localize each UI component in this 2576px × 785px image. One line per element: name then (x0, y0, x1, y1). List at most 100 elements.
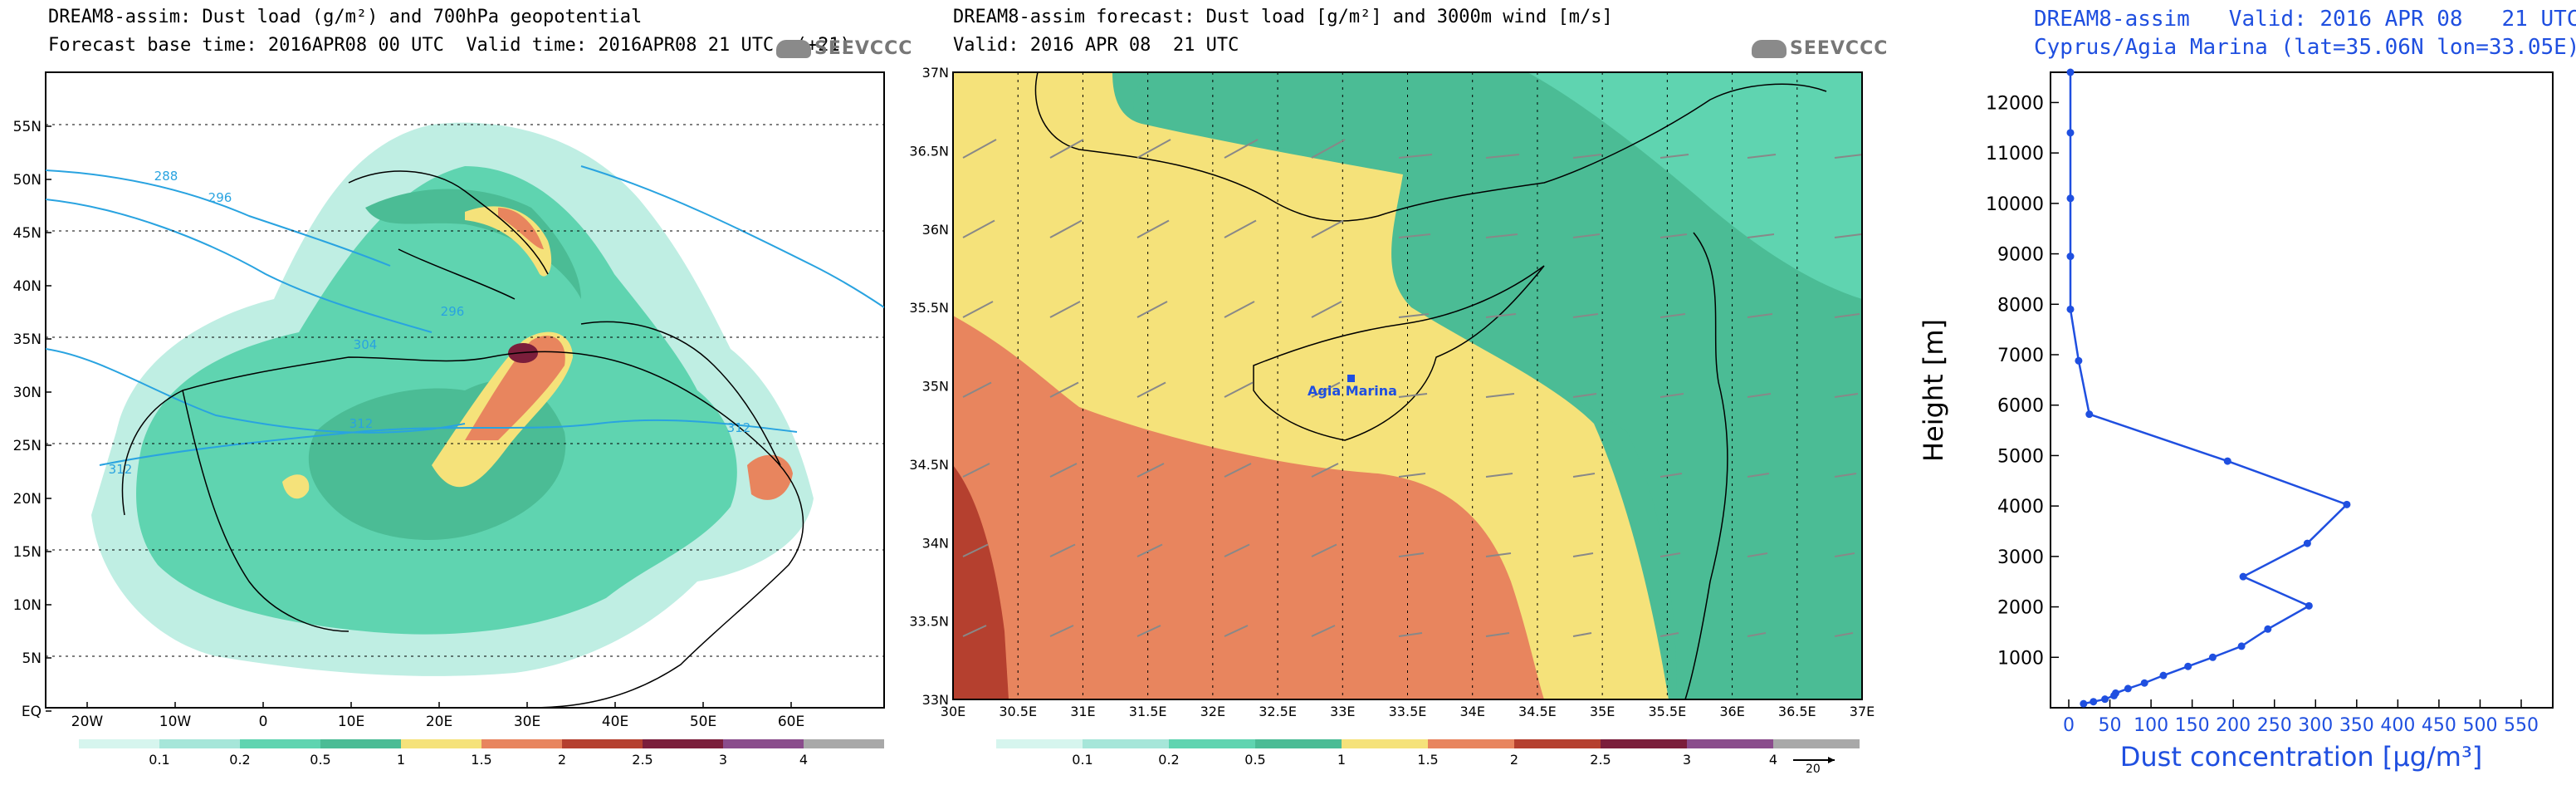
wind-arrows (962, 139, 1862, 717)
wind-arrow (1136, 543, 1163, 557)
colorbar-swatch (79, 739, 159, 748)
wind-arrow (1834, 154, 1862, 159)
lon-label: 36E (1719, 704, 1744, 719)
y-tick-label: 5000 (1997, 446, 2044, 467)
colorbar-swatch (1169, 739, 1255, 748)
wind-arrow (1485, 313, 1517, 318)
wind-arrow (1136, 625, 1161, 637)
colorbar-tick: 1 (397, 752, 405, 768)
lat-label: 40N (13, 278, 42, 295)
x-tick-label: 150 (2175, 715, 2210, 736)
wind-arrow (1398, 233, 1431, 238)
wind-arrow (1834, 552, 1855, 557)
wind-arrow (1659, 473, 1683, 478)
contour-label: 312 (727, 420, 751, 435)
dust-hotspot-arabia (747, 454, 793, 500)
dust-area-lightgreen (1528, 72, 1862, 299)
contour-label: 304 (354, 337, 378, 352)
panel2-title-line2: Valid: 2016 APR 08 21 UTC (953, 35, 1239, 56)
contour-label: 312 (109, 462, 133, 477)
wind-arrow (1224, 463, 1252, 478)
y-tick-label: 3000 (1997, 547, 2044, 568)
lon-label: 33E (1330, 704, 1355, 719)
wind-arrow (1485, 154, 1520, 159)
wind-arrow (962, 301, 994, 318)
lon-label: 50E (690, 714, 716, 730)
y-tick-label: 1000 (1997, 648, 2044, 669)
wind-arrow (1398, 313, 1430, 318)
panel1-lat-labels: 55N 50N 45N 40N 35N 30N 25N 20N 15N 10N 5N EQ (13, 119, 51, 720)
wind-arrow (1398, 632, 1423, 637)
colorbar-swatch (240, 739, 320, 748)
wind-arrow (1049, 301, 1081, 318)
profile-point (2110, 691, 2118, 699)
wind-arrow (1659, 393, 1684, 398)
wind-arrow (1747, 233, 1775, 238)
contour-label: 296 (208, 190, 232, 205)
panel2-colorbar: 0.1 0.2 0.5 1 1.5 2 2.5 3 4 (996, 739, 1860, 768)
x-tick-label: 250 (2257, 715, 2292, 736)
wind-arrow (1485, 233, 1518, 238)
lat-label: 35N (922, 379, 949, 395)
panel2-map: Agia Marina 37N36.5N36N35.5N35N34.5N34N3… (909, 65, 1875, 776)
coastline-cyprus (1034, 72, 1827, 699)
y-tick-label: 10000 (1986, 194, 2044, 215)
wind-arrow (1659, 313, 1686, 318)
panel1-logo: SEEVCCC (776, 38, 912, 59)
wind-arrow (1747, 713, 1764, 716)
lon-label: 34.5E (1518, 704, 1557, 719)
x-tick-label: 200 (2216, 715, 2251, 736)
wind-arrow (1486, 713, 1508, 716)
wind-arrow (1224, 139, 1259, 159)
wind-arrow (1224, 543, 1250, 557)
wind-arrow (1311, 381, 1341, 398)
x-tick-label: 350 (2339, 715, 2374, 736)
profile-chart: 1000200030004000500060007000800090001000… (1918, 68, 2554, 773)
wind-arrow (1572, 233, 1601, 238)
wind-arrow (1136, 139, 1171, 159)
wind-reference-label: 20 (1806, 763, 1821, 776)
wind-arrow (1311, 463, 1339, 478)
wind-arrow (1136, 301, 1168, 318)
y-tick-label: 11000 (1986, 144, 2044, 164)
lat-label: 35.5N (909, 300, 949, 316)
colorbar-swatch (1514, 739, 1601, 748)
panel2-lat-labels: 37N 36.5N 36N 35.5N 35N 34.5N 34N 33.5N 33N (909, 65, 949, 708)
profile-subtitle: Cyprus/Agia Marina (lat=35.06N lon=33.05… (2034, 35, 2576, 60)
colorbar-swatch (996, 739, 1083, 748)
agia-marina-label: Agia Marina (1308, 383, 1397, 399)
profile-point (2208, 653, 2217, 661)
x-tick-label: 0 (2063, 715, 2075, 736)
colorbar-swatch (1255, 739, 1342, 748)
colorbar-swatch (1773, 739, 1860, 748)
colorbar-swatch (1083, 739, 1169, 748)
colorbar-tick: 0.5 (310, 752, 330, 768)
lon-label: 32.5E (1259, 704, 1297, 719)
wind-arrow (962, 625, 987, 637)
wind-arrow (1224, 301, 1255, 318)
profile-point (2066, 129, 2075, 137)
y-tick-label: 2000 (1997, 598, 2044, 619)
colorbar-tick: 1.5 (1417, 752, 1438, 768)
x-tick-label: 300 (2298, 715, 2333, 736)
colorbar-tick: 0.5 (1244, 752, 1265, 768)
y-tick-label: 9000 (1997, 245, 2044, 266)
lat-label: 15N (13, 544, 42, 561)
wind-arrow (1747, 154, 1777, 159)
profile-point (2085, 410, 2094, 419)
profile-plot-area (2050, 71, 2554, 709)
contour-label: 312 (349, 416, 374, 431)
wind-arrow (1572, 473, 1596, 478)
profile-x-axis-label: Dust concentration [μg/m³] (2120, 741, 2483, 773)
wind-arrow (963, 707, 985, 717)
panel1-contour-labels: 288 296 296 304 312 312 312 (109, 169, 751, 477)
wind-arrow (1049, 463, 1078, 478)
profile-point (2303, 539, 2311, 547)
wind-arrow (1049, 219, 1083, 238)
colorbar-tick: 0.2 (229, 752, 250, 768)
wind-arrow (962, 543, 989, 557)
profile-point (2264, 625, 2272, 633)
y-tick-label: 7000 (1997, 346, 2044, 366)
lon-label: 10E (338, 714, 364, 730)
